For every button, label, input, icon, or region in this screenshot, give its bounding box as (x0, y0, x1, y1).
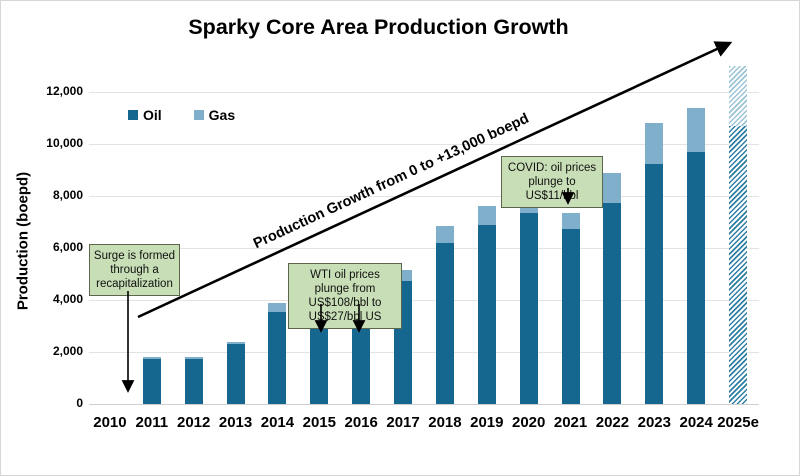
legend-swatch-gas (193, 110, 204, 120)
gridline-12000 (89, 92, 759, 93)
bar-2022-gas (603, 172, 622, 203)
annotation-surge-recapitalization: Surge is formed through a recapitalizati… (89, 244, 180, 297)
annotation-covid-price-plunge: COVID: oil prices plunge to US$11/bbl (501, 156, 603, 209)
y-tick-6000: 6,000 (52, 240, 83, 254)
gridline-2000 (89, 352, 759, 353)
y-tick-4000: 4,000 (52, 292, 83, 306)
annotation-wti-price-plunge: WTI oil prices plunge from US$108/bbl to… (288, 263, 402, 330)
x-tick-2010: 2010 (93, 414, 127, 431)
y-tick-8000: 8,000 (52, 188, 83, 202)
bar-2020-oil (519, 212, 538, 404)
x-tick-2024: 2024 (679, 414, 713, 431)
x-tick-2012: 2012 (177, 414, 211, 431)
legend-label-oil: Oil (143, 107, 162, 123)
bar-2024-oil (687, 151, 706, 404)
x-tick-2016: 2016 (344, 414, 378, 431)
legend-swatch-oil (128, 110, 138, 120)
bar-2014-gas (268, 302, 287, 312)
x-tick-2014: 2014 (260, 414, 295, 431)
bar-2021-gas (561, 212, 580, 229)
x-tick-2021: 2021 (553, 414, 588, 431)
bar-2023-oil (645, 163, 664, 404)
bar-2023-gas (645, 123, 664, 164)
bar-2012-gas (184, 357, 203, 359)
legend-item-gas: Gas (193, 107, 236, 123)
legend-label-gas: Gas (208, 107, 236, 123)
x-tick-2013: 2013 (218, 414, 253, 431)
gridline-0 (89, 404, 759, 405)
bar-2013-gas (226, 341, 245, 345)
bar-2011-oil (142, 358, 161, 404)
bar-2016-oil (352, 324, 371, 404)
chart-title: Sparky Core Area Production Growth (188, 15, 569, 39)
x-tick-2017: 2017 (386, 414, 420, 431)
bar-2011-gas (142, 357, 161, 359)
legend-item-oil: Oil (128, 107, 162, 123)
bar-2013-oil (226, 344, 245, 404)
bar-2014-oil (268, 311, 287, 404)
bar-2012-oil (184, 358, 203, 404)
bar-2021-oil (561, 228, 580, 404)
bar-2018-oil (435, 242, 454, 404)
x-tick-2023: 2023 (637, 414, 671, 431)
bar-2015-oil (310, 323, 329, 404)
x-tick-2025e: 2025e (717, 414, 759, 431)
bar-2019-oil (477, 224, 496, 404)
x-tick-2020: 2020 (512, 414, 546, 431)
x-tick-2019: 2019 (470, 414, 504, 431)
x-tick-2018: 2018 (428, 414, 462, 431)
bar-2025e-oil-estimate (729, 125, 748, 404)
bar-2018-gas (435, 225, 454, 243)
x-tick-2015: 2015 (302, 414, 336, 431)
y-tick-12000: 12,000 (46, 84, 83, 98)
bar-2022-oil (603, 202, 622, 404)
bar-2019-gas (477, 206, 496, 225)
bar-2025e-gas-estimate (729, 66, 748, 126)
y-tick-0: 0 (76, 396, 83, 410)
legend: Oil Gas (128, 107, 235, 123)
x-tick-2022: 2022 (595, 414, 630, 431)
y-tick-2000: 2,000 (52, 344, 83, 358)
bar-2024-gas (687, 107, 706, 152)
x-tick-2011: 2011 (135, 414, 169, 431)
y-tick-10000: 10,000 (46, 136, 83, 150)
